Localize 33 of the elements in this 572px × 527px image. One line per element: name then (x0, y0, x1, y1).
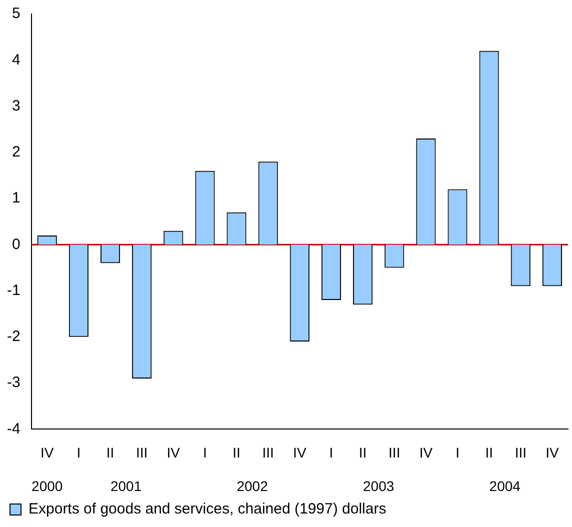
x-tick-label: I (456, 444, 460, 460)
x-tick-label: IV (166, 444, 181, 460)
x-tick-label: III (136, 444, 148, 460)
y-tick-label: 4 (12, 51, 20, 68)
x-tick-label: IV (546, 444, 560, 460)
x-tick-label: IV (40, 444, 54, 460)
text: 2002 (236, 478, 268, 494)
y-tick-label: -2 (6, 328, 20, 346)
y-tick-label: -1 (6, 282, 20, 299)
x-tick-label: II (106, 444, 114, 460)
x-tick-label: II (485, 444, 493, 460)
text: 2003 (363, 478, 394, 494)
x-tick-label: IV (293, 444, 307, 460)
y-tick-label: 0 (12, 236, 20, 253)
x-tick-label: III (514, 444, 526, 460)
y-tick-label: -3 (6, 374, 20, 392)
x-tick-label: II (232, 444, 240, 460)
y-tick-label: 5 (12, 5, 20, 22)
y-tick-label: 1 (12, 190, 20, 207)
x-tick-label: I (203, 444, 207, 460)
y-tick-label: -4 (6, 420, 20, 438)
x-tick-label: I (76, 444, 81, 460)
y-tick-label: 3 (12, 97, 20, 114)
legend-label: Exports of goods and services, chained (1997) dollars (28, 500, 386, 518)
y-tick-label: 2 (12, 144, 20, 161)
text: 2001 (110, 478, 142, 494)
x-tick-label: II (358, 444, 367, 460)
text: 2000 (32, 478, 63, 494)
x-tick-label: I (329, 444, 334, 460)
text: 2004 (489, 478, 521, 494)
x-tick-label: IV (419, 444, 434, 460)
x-tick-label: III (262, 444, 274, 460)
x-tick-label: III (388, 444, 400, 460)
